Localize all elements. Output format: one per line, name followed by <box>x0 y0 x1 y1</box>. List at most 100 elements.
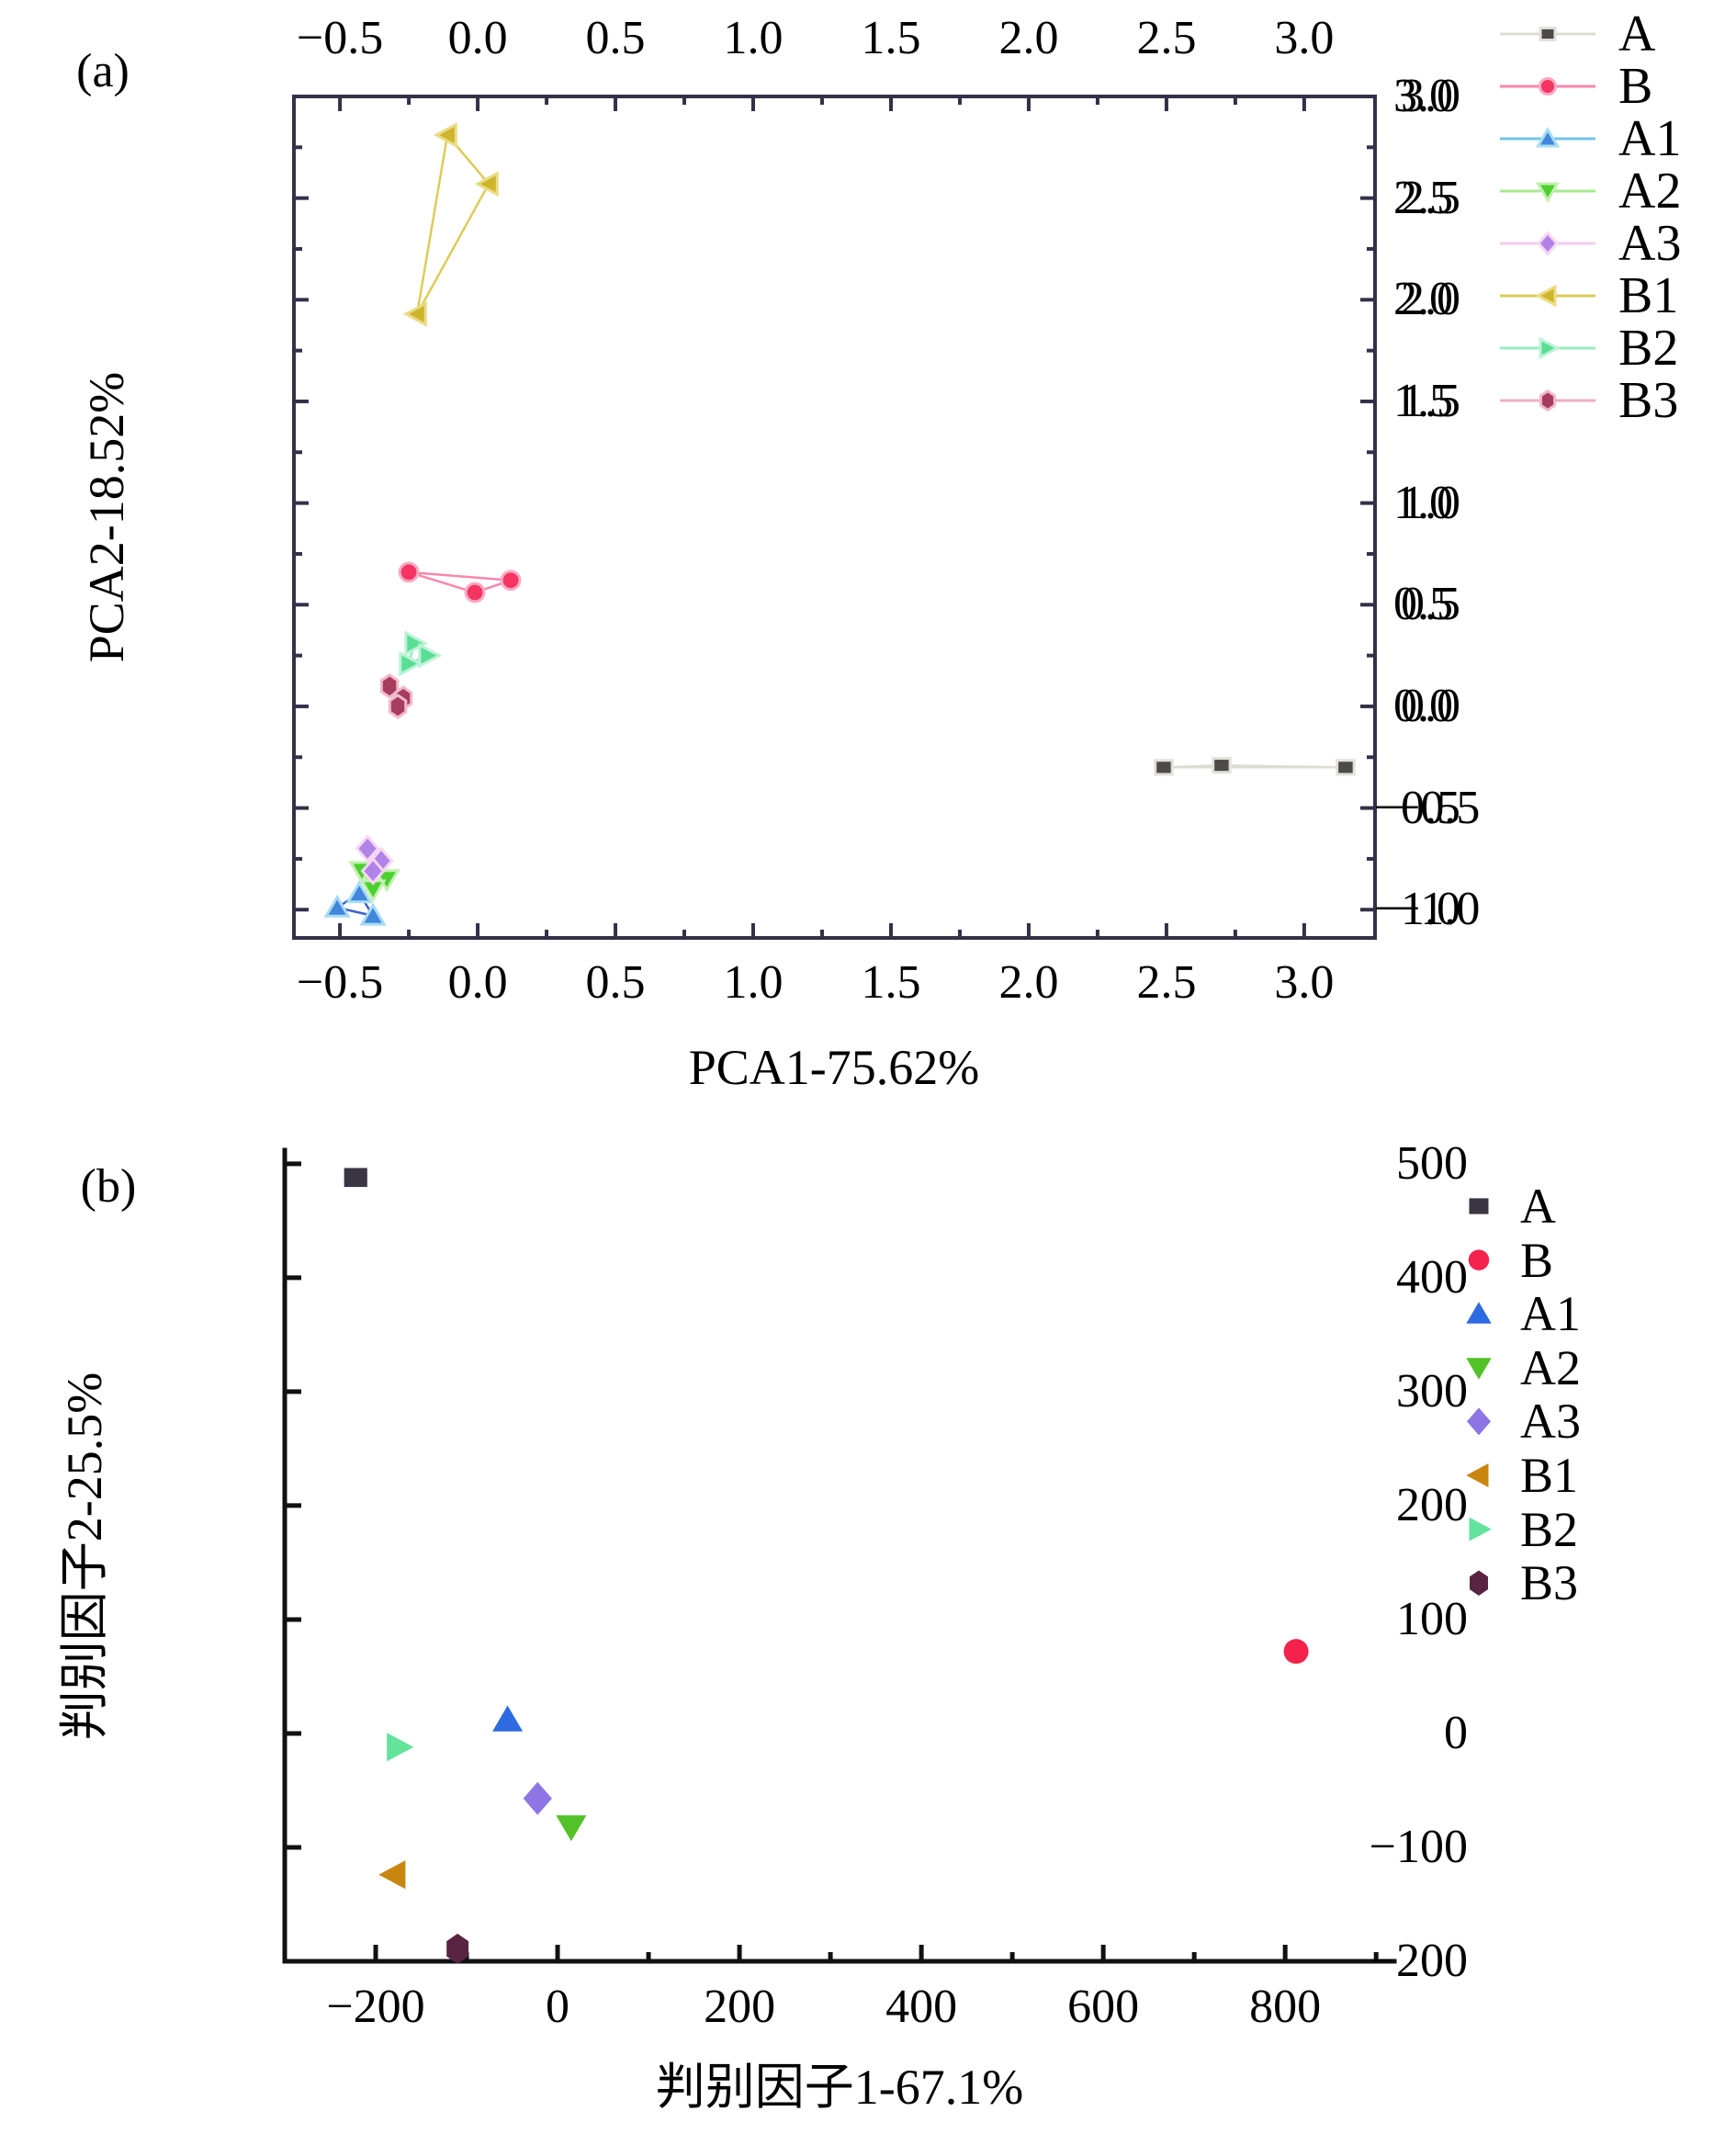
a-legend-B2-label: B2 <box>1618 320 1679 377</box>
a-series-A3-marker <box>355 834 380 864</box>
a-x-tick-label-top: 2.0 <box>998 12 1059 64</box>
b-y-tick-label: −100 <box>1369 1820 1468 1873</box>
a-x-tick-label: 1.0 <box>723 956 783 1009</box>
a-series-A1-marker <box>345 880 373 904</box>
a-y-tick-label-right: 2.5 <box>1393 171 1453 224</box>
b-y-tick-label: 100 <box>1396 1592 1468 1645</box>
b-y-tick-label: 300 <box>1396 1364 1468 1417</box>
a-series-B-marker <box>500 570 522 592</box>
b-x-tick-label: 400 <box>885 1981 958 2033</box>
a-x-tick-label: 0.5 <box>585 956 646 1009</box>
a-x-tick-label: 3.0 <box>1274 956 1335 1009</box>
a-x-tick-label-top: 1.0 <box>723 12 783 64</box>
a-legend-A3-label: A3 <box>1618 215 1682 272</box>
a-series-B3-marker <box>388 693 408 719</box>
a-y-tick-label: 0.0 <box>1401 679 1460 732</box>
a-x-tick-label-top: 2.5 <box>1136 12 1197 64</box>
a-legend-B2-marker <box>1539 336 1561 360</box>
a-series-B-marker <box>398 561 420 583</box>
a-series-A-marker <box>1336 759 1356 776</box>
a-series-B2-marker <box>404 630 429 657</box>
a-y-tick-label: 2.0 <box>1401 273 1460 326</box>
a-y-tick-label-right: −0.5 <box>1393 781 1481 834</box>
panel-a-x-axis-title: PCA1-75.62% <box>688 1040 980 1095</box>
b-y-tick-label: 500 <box>1396 1136 1468 1190</box>
a-legend-A-marker <box>1539 26 1557 42</box>
a-legend-A2-marker <box>1535 182 1561 203</box>
panel-a-y-axis-title: PCA2-18.52% <box>79 371 134 663</box>
a-y-tick-label-right: 0.0 <box>1393 679 1453 732</box>
a-series-B1-line <box>415 132 490 315</box>
a-series-B1-marker <box>402 300 427 327</box>
b-series-B2-marker <box>387 1733 414 1762</box>
b-legend-B1-label: B1 <box>1520 1448 1579 1503</box>
a-x-tick-label-top: 0.0 <box>447 12 508 64</box>
b-y-tick-label: −200 <box>1369 1935 1468 1987</box>
a-series-B1-marker <box>433 122 457 149</box>
a-y-tick-label: −0.5 <box>1373 781 1460 834</box>
a-y-tick-label: −1.0 <box>1373 883 1460 936</box>
a-x-tick-label-top: 0.5 <box>585 12 646 64</box>
a-series-B3-marker <box>379 672 400 699</box>
a-legend-B-marker <box>1538 76 1558 96</box>
a-series-A1-marker <box>323 894 351 918</box>
a-legend-B3-marker <box>1539 389 1557 412</box>
b-series-B1-marker <box>378 1860 406 1890</box>
b-y-tick-label: 200 <box>1396 1478 1468 1531</box>
a-y-tick-label-right: 3.0 <box>1393 70 1453 122</box>
b-plot-axes <box>282 1147 1397 1964</box>
a-legend-A1-marker <box>1535 127 1561 148</box>
b-series-B-marker <box>1283 1639 1309 1665</box>
b-x-tick-label: 200 <box>704 1981 776 2033</box>
a-series-B2-marker <box>418 642 443 669</box>
a-legend-B-label: B <box>1618 58 1653 115</box>
b-legend-B2-marker <box>1469 1517 1492 1541</box>
a-y-tick-label-right: 2.0 <box>1393 273 1453 326</box>
b-legend-A2-marker <box>1466 1358 1492 1380</box>
a-legend-B3-label: B3 <box>1618 372 1679 429</box>
a-plot-frame <box>292 95 1377 940</box>
a-y-tick-label: 0.5 <box>1401 578 1460 631</box>
b-y-tick-label: 0 <box>1444 1706 1468 1759</box>
a-series-A-line <box>1163 763 1346 769</box>
b-legend-A2-label: A2 <box>1520 1339 1581 1395</box>
a-y-tick-label: 1.0 <box>1401 476 1460 529</box>
b-legend-B1-marker <box>1466 1463 1489 1487</box>
b-legend-A-marker <box>1469 1198 1489 1214</box>
a-x-tick-label: 2.5 <box>1136 956 1197 1009</box>
b-legend-A-label: A <box>1520 1179 1556 1234</box>
a-y-tick-label: 3.0 <box>1401 70 1460 122</box>
panel-a-tag: (a) <box>76 45 130 97</box>
panel-b-tag: (b) <box>80 1160 137 1213</box>
a-x-tick-label-top: 1.5 <box>861 12 921 64</box>
a-series-B2-marker <box>399 650 423 677</box>
b-legend-B2-label: B2 <box>1520 1501 1579 1557</box>
a-x-tick-label: 2.0 <box>998 956 1059 1009</box>
b-legend-A1-marker <box>1466 1302 1492 1324</box>
b-legend-A3-label: A3 <box>1520 1394 1581 1450</box>
a-x-tick-label-top: 3.0 <box>1274 12 1335 64</box>
a-y-tick-label-right: −1.0 <box>1393 883 1481 936</box>
b-series-A2-marker <box>556 1815 587 1842</box>
panel-b-x-axis-title: 判别因子1-67.1% <box>655 2060 1024 2115</box>
a-y-tick-label-right: 1.5 <box>1393 374 1453 427</box>
a-x-tick-label: 0.0 <box>447 956 508 1009</box>
a-legend-A3-marker <box>1537 231 1559 256</box>
b-legend-A1-label: A1 <box>1520 1286 1581 1342</box>
a-x-tick-label: −0.5 <box>296 956 384 1009</box>
b-legend-B-marker <box>1468 1249 1490 1270</box>
b-legend-B-label: B <box>1520 1232 1554 1288</box>
a-legend-A2-label: A2 <box>1618 163 1682 220</box>
a-legend-A1-label: A1 <box>1618 110 1682 167</box>
b-legend-B3-marker <box>1470 1570 1488 1596</box>
a-x-tick-label: 1.5 <box>861 956 921 1009</box>
a-series-A-marker <box>1154 759 1174 776</box>
a-legend-B1-label: B1 <box>1618 267 1679 324</box>
a-legend-A-label: A <box>1618 6 1656 62</box>
a-y-tick-label: 2.5 <box>1401 171 1460 224</box>
b-x-tick-label: 800 <box>1249 1981 1322 2033</box>
b-series-B3-marker <box>446 1933 469 1964</box>
a-y-tick-label-right: 1.0 <box>1393 476 1453 529</box>
